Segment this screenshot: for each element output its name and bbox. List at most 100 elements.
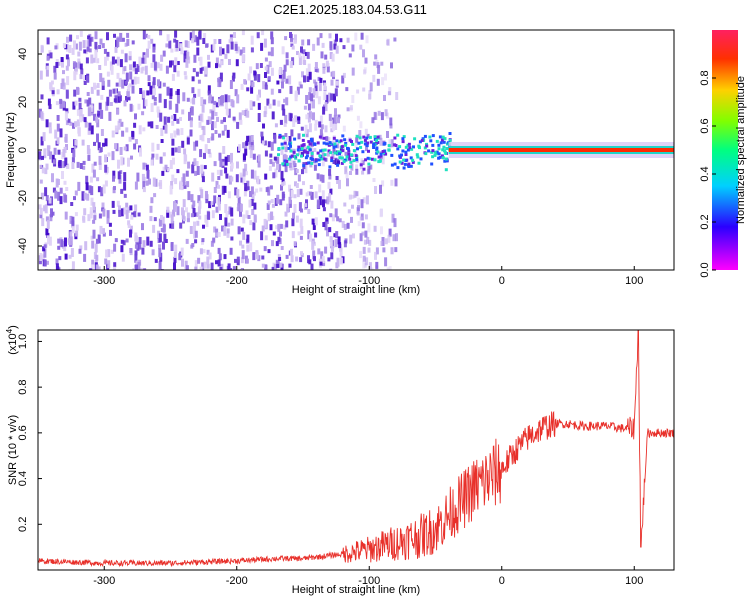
noise-cell (263, 111, 267, 118)
noise-cell (326, 227, 329, 237)
noise-cell (98, 213, 102, 219)
noise-cell (295, 215, 299, 223)
snr-y-ticks: 0.20.40.60.81.0 (17, 334, 42, 532)
noise-cell (85, 182, 89, 191)
noise-cell (134, 113, 137, 120)
signal-cell (277, 153, 280, 157)
colorbar-gradient (712, 30, 738, 270)
noise-cell (301, 151, 304, 157)
noise-cell (48, 127, 52, 134)
noise-cell (47, 98, 51, 106)
noise-cell (367, 223, 371, 233)
noise-cell (39, 70, 43, 80)
noise-cell (307, 230, 311, 240)
noise-cell (240, 227, 244, 232)
noise-cell (242, 175, 246, 185)
noise-cell (106, 217, 110, 224)
noise-cell (122, 240, 126, 246)
noise-cell (183, 71, 187, 76)
noise-cell (283, 224, 287, 230)
noise-cell (68, 45, 72, 53)
signal-cell (328, 141, 332, 145)
noise-cell (83, 49, 87, 54)
noise-cell (351, 44, 355, 52)
noise-cell (322, 199, 325, 208)
noise-cell (283, 98, 287, 103)
noise-cell (218, 79, 222, 88)
noise-cell (215, 57, 219, 67)
noise-cell (288, 75, 292, 85)
noise-cell (321, 161, 325, 167)
signal-cell (296, 148, 300, 152)
noise-cell (305, 95, 309, 104)
noise-cell (387, 234, 391, 243)
noise-cell (147, 35, 151, 39)
snr-x-ticks: -300 -200 -100 0 100 (93, 566, 643, 587)
noise-cell (342, 45, 346, 50)
signal-cell (396, 133, 400, 137)
noise-cell (181, 140, 185, 148)
noise-cell (325, 94, 329, 104)
noise-cell (57, 238, 61, 244)
noise-cell (40, 94, 44, 100)
noise-cell (144, 33, 148, 38)
noise-cell (335, 45, 339, 54)
noise-cell (300, 208, 303, 213)
signal-cell (435, 150, 439, 154)
noise-cell (99, 73, 103, 83)
noise-cell (267, 141, 271, 148)
noise-cell (104, 164, 108, 173)
noise-cell (232, 266, 236, 270)
noise-cell (195, 161, 199, 166)
signal-cell (437, 143, 441, 147)
noise-cell (281, 81, 284, 89)
noise-cell (344, 138, 348, 143)
noise-cell (90, 54, 94, 64)
noise-cell (261, 30, 265, 36)
noise-cell (138, 125, 142, 135)
signal-cell (410, 147, 414, 151)
noise-cell (217, 259, 221, 267)
noise-cell (88, 97, 92, 105)
noise-cell (140, 267, 143, 270)
signal-cell (411, 160, 415, 164)
noise-cell (57, 245, 61, 250)
noise-cell (217, 176, 221, 180)
noise-cell (279, 223, 283, 229)
noise-cell (72, 101, 76, 110)
signal-cell (375, 146, 379, 150)
noise-cell (112, 170, 116, 179)
noise-cell (84, 121, 88, 128)
noise-cell (334, 122, 338, 130)
noise-cell (207, 85, 211, 94)
noise-cell (219, 95, 223, 105)
noise-cell (328, 174, 332, 180)
noise-cell (361, 222, 365, 229)
noise-cell (40, 136, 44, 146)
noise-cell (271, 240, 274, 247)
noise-cell (41, 218, 45, 227)
noise-cell (339, 257, 343, 265)
noise-cell (352, 233, 355, 239)
signal-cell (292, 155, 296, 158)
noise-cell (119, 59, 123, 68)
noise-cell (39, 164, 43, 169)
noise-cell (195, 71, 199, 77)
noise-cell (163, 233, 167, 242)
noise-cell (328, 227, 332, 233)
noise-cell (295, 169, 299, 173)
signal-cell (332, 136, 336, 140)
noise-cell (134, 253, 138, 263)
noise-cell (279, 119, 283, 125)
noise-cell (185, 265, 189, 270)
noise-cell (300, 226, 304, 234)
noise-cell (355, 191, 359, 197)
signal-cell (387, 148, 391, 152)
noise-cell (146, 236, 150, 246)
noise-cell (190, 117, 193, 122)
signal-cell (442, 140, 446, 144)
noise-cell (384, 257, 388, 267)
noise-cell (266, 98, 270, 106)
noise-cell (215, 63, 218, 69)
noise-cell (106, 210, 110, 220)
